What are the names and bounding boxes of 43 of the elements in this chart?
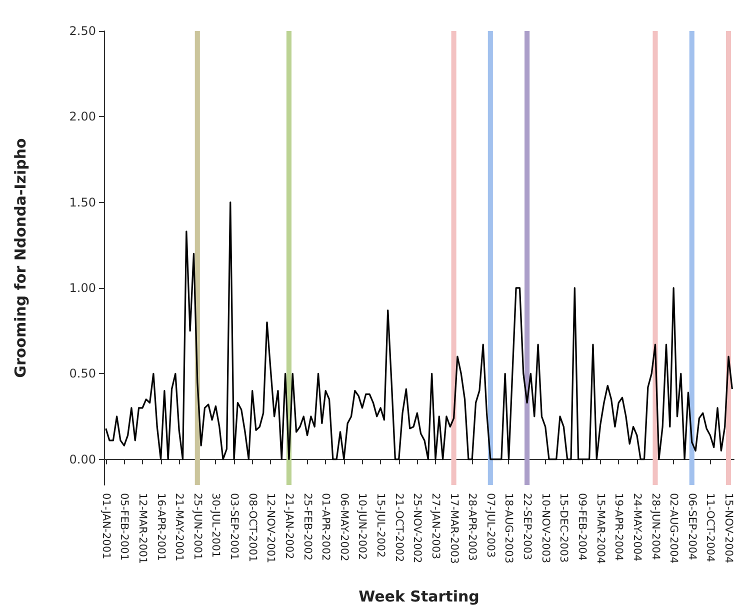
x-tick-label: 27-JAN-2003	[429, 493, 442, 560]
x-tick-label: 25-NOV-2002	[411, 493, 424, 564]
x-axis-title: Week Starting	[358, 588, 480, 606]
x-tick-label: 11-OCT-2004	[704, 493, 716, 562]
x-tick-label: 06-SEP-2004	[686, 493, 698, 560]
x-tick-label: 15-MAR-2004	[594, 493, 606, 564]
y-tick-label: 0.50	[69, 366, 96, 381]
x-tick-label: 25-FEB-2002	[301, 493, 314, 561]
x-tick-label: 21-JAN-2002	[282, 493, 295, 560]
x-tick-label: 15-NOV-2004	[722, 493, 735, 564]
x-tick-label: 12-MAR-2001	[136, 493, 148, 564]
y-tick-label: 2.00	[69, 110, 96, 124]
x-tick-label: 03-SEP-2001	[228, 493, 240, 560]
x-tick-label: 07-JUL-2003	[484, 493, 496, 558]
x-tick-label: 01-APR-2002	[320, 493, 332, 561]
x-tick-label: 01-JAN-2001	[100, 493, 112, 560]
x-tick-label: 21-OCT-2002	[392, 493, 405, 562]
x-tick-label: 28-JUN-2004	[649, 493, 662, 560]
x-tick-label: 28-APR-2003	[466, 493, 478, 561]
x-tick-label: 15-DEC-2003	[558, 493, 570, 563]
x-tick-label: 10-JUN-2002	[356, 493, 368, 560]
x-tick-label: 22-SEP-2003	[521, 493, 534, 560]
x-tick-label: 09-FEB-2004	[576, 493, 588, 561]
y-tick-label: 1.00	[69, 280, 96, 295]
x-tick-label: 19-APR-2004	[612, 493, 625, 562]
y-tick-label: 1.50	[69, 195, 96, 210]
x-tick-label: 25-JUN-2001	[191, 493, 204, 560]
x-tick-label: 08-OCT-2001	[246, 493, 258, 562]
y-tick-label: 2.50	[69, 24, 96, 38]
x-tick-label: 24-MAY-2004	[630, 493, 643, 562]
x-tick-label: 15-JUL-2002	[374, 493, 387, 558]
x-tick-label: 05-FEB-2001	[118, 493, 130, 561]
x-tick-label: 16-APR-2001	[154, 493, 167, 561]
x-tick-label: 18-AUG-2003	[502, 493, 515, 564]
y-axis-title: Grooming for Ndonda-Izipho	[12, 138, 30, 378]
x-tick-label: 02-AUG-2004	[668, 493, 680, 564]
x-tick-label: 21-MAY-2001	[173, 493, 186, 562]
x-tick-label: 17-MAR-2003	[448, 493, 460, 564]
x-tick-label: 12-NOV-2001	[264, 493, 277, 564]
y-tick-label: 0.00	[69, 452, 96, 466]
x-tick-label: 10-NOV-2003	[539, 493, 552, 564]
x-tick-label: 30-JUL-2001	[210, 493, 222, 558]
x-tick-label: 06-MAY-2002	[338, 493, 350, 562]
